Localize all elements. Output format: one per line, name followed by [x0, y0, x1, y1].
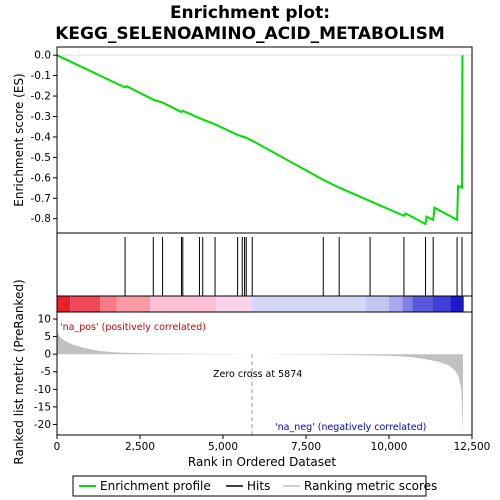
- es-ytick-label: -0.7: [31, 193, 52, 205]
- es-ytick-label: -0.6: [31, 172, 52, 184]
- x-tick-label: 10,000: [371, 441, 408, 453]
- heatmap-segment: [432, 296, 450, 312]
- heatmap-segment: [450, 296, 463, 312]
- es-ytick-label: -0.1: [31, 70, 52, 82]
- legend-label-hits: Hits: [247, 479, 270, 493]
- heatmap-segment: [252, 296, 366, 312]
- metric-ytick-label: -10: [34, 384, 51, 396]
- metric-ytick-label: -15: [34, 401, 51, 413]
- x-tick-label: 5,000: [208, 441, 238, 453]
- metric-axis-label: Ranked list metric (PreRanked): [12, 279, 26, 464]
- heatmap-segment: [366, 296, 389, 312]
- x-tick-label: 12,500: [454, 441, 491, 453]
- negative-correlated-label: 'na_neg' (negatively correlated): [275, 422, 426, 433]
- x-tick-label: 0: [54, 441, 61, 453]
- heatmap-segment: [150, 296, 216, 312]
- es-panel: 0.0 -0.1 -0.2 -0.3 -0.4 -0.5 -0.6 -0.7 -0.8: [31, 47, 473, 233]
- heatmap-segment: [412, 296, 432, 312]
- x-tick-label: 2,500: [125, 441, 155, 453]
- heatmap-segment: [216, 296, 252, 312]
- zero-cross-label: Zero cross at 5874: [213, 369, 302, 380]
- heatmap-segment: [389, 296, 402, 312]
- metric-ytick-label: -5: [41, 366, 51, 378]
- es-ytick-label: -0.4: [31, 131, 52, 143]
- metric-ytick-label: 0: [44, 349, 51, 361]
- hits-panel: [57, 233, 472, 296]
- es-ytick-label: -0.8: [31, 213, 52, 225]
- heatmap-segment: [402, 296, 412, 312]
- heatmap-segment: [100, 296, 117, 312]
- es-ytick-label: 0.0: [34, 50, 51, 62]
- heatmap-segment: [70, 296, 100, 312]
- es-axis-label: Enrichment score (ES): [12, 73, 26, 206]
- hits-panel-frame: [57, 233, 472, 296]
- legend: Enrichment profile Hits Ranking metric s…: [73, 476, 437, 496]
- positive-correlated-label: 'na_pos' (positively correlated): [60, 322, 206, 333]
- metric-ytick-label: 10: [38, 314, 51, 326]
- heatmap-segment: [57, 296, 70, 312]
- legend-label-enrichment-profile: Enrichment profile: [100, 479, 211, 493]
- x-tick-label: 7,500: [291, 441, 321, 453]
- x-axis-label: Rank in Ordered Dataset: [188, 455, 336, 469]
- metric-ytick-label: -20: [34, 419, 51, 431]
- chart-title-line2: KEGG_SELENOAMINO_ACID_METABOLISM: [55, 24, 445, 44]
- legend-label-ranking-metric: Ranking metric scores: [304, 479, 437, 493]
- es-ytick-label: -0.5: [31, 152, 52, 164]
- ranking-heatmap: [57, 296, 464, 312]
- chart-title-line1: Enrichment plot:: [170, 3, 330, 23]
- es-ytick-label: -0.3: [31, 111, 52, 123]
- heatmap-segment: [117, 296, 150, 312]
- es-ytick-label: -0.2: [31, 91, 52, 103]
- metric-ytick-label: 5: [44, 331, 51, 343]
